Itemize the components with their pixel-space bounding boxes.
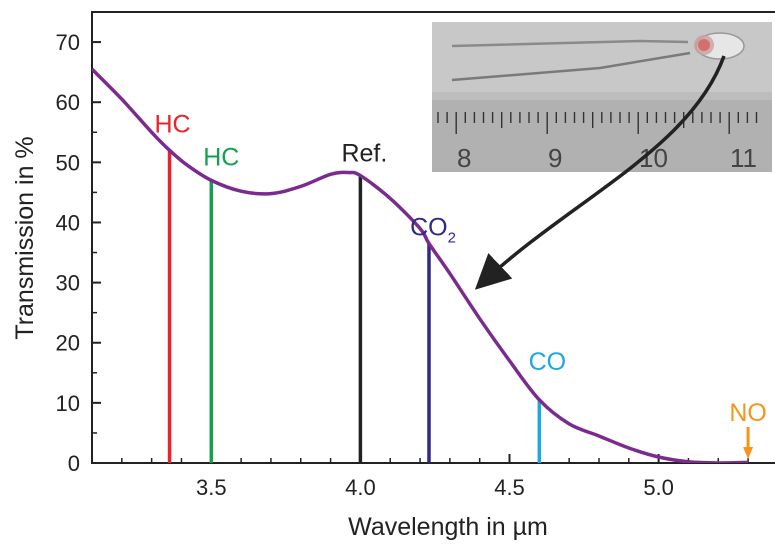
- x-tick-label: 4.0: [345, 475, 376, 500]
- y-tick-labels: 0 10 20 30 40 50 60 70: [56, 30, 80, 476]
- y-axis-title: Transmission in %: [11, 136, 39, 339]
- pointer-arrow: [474, 55, 726, 290]
- y-tick-label: 40: [56, 210, 80, 235]
- marker-label-subscript: 2: [448, 230, 456, 247]
- marker-label: Ref.: [341, 140, 387, 168]
- y-tick-label: 70: [56, 30, 80, 55]
- x-tick-label: 4.5: [494, 475, 525, 500]
- marker-label-text: NO: [729, 399, 767, 427]
- marker-label: HC: [154, 110, 190, 138]
- no-arrow-head: [743, 446, 754, 459]
- marker-label: NO: [729, 399, 767, 427]
- ruler-label: 8: [457, 143, 471, 173]
- sensor-lead-lower: [451, 51, 691, 82]
- x-axis-title: Wavelength in µm: [348, 513, 548, 541]
- marker-label-text: CO: [529, 348, 567, 376]
- y-tick-label: 60: [56, 90, 80, 115]
- transmission-curve: [92, 67, 749, 463]
- ruler-label: 9: [548, 143, 562, 173]
- sensor-photo-inset: 8 9 10 11: [432, 22, 772, 173]
- x-tick-label: 5.0: [643, 475, 674, 500]
- ruler-label: 11: [730, 143, 757, 173]
- x-tick-label: 3.5: [196, 475, 227, 500]
- gas-marker-lines: [167, 150, 542, 463]
- y-tick-label: 30: [56, 271, 80, 296]
- sensor-lead-upper: [451, 39, 689, 48]
- y-tick-label: 0: [68, 451, 80, 476]
- y-tick-label: 50: [56, 150, 80, 175]
- plot-frame: [91, 11, 775, 464]
- ruler-labels: 8 9 10 11: [457, 143, 757, 173]
- y-tick-label: 20: [56, 331, 80, 356]
- marker-label: CO: [529, 348, 567, 376]
- marker-label-text: Ref.: [341, 140, 387, 168]
- x-tick-labels: 3.5 4.0 4.5 5.0: [196, 475, 674, 500]
- marker-label-text: HC: [203, 143, 239, 171]
- marker-label: HC: [203, 143, 239, 171]
- marker-label: CO2: [410, 214, 456, 247]
- y-tick-label: 10: [56, 391, 80, 416]
- no-arrow-icon: [743, 426, 754, 459]
- marker-label-text: CO: [410, 214, 448, 242]
- marker-label-text: HC: [154, 110, 190, 138]
